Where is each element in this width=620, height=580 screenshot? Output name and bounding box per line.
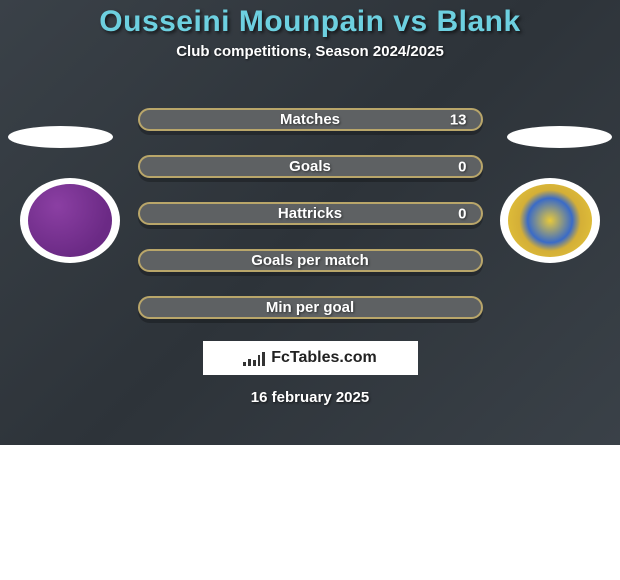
player-left-placeholder [8,126,113,148]
stat-row: Hattricks 0 [138,202,483,225]
stat-label: Hattricks [278,205,342,222]
brand-text: FcTables.com [271,349,377,367]
stat-row: Min per goal [138,296,483,319]
brand-badge: FcTables.com [203,341,418,375]
stats-container: Matches 13 Goals 0 Hattricks 0 Goals per… [138,108,483,319]
stat-value-right: 0 [458,158,466,175]
stat-row: Goals 0 [138,155,483,178]
stat-label: Min per goal [266,299,354,316]
subtitle: Club competitions, Season 2024/2025 [0,43,620,60]
player-right-placeholder [507,126,612,148]
stat-value-right: 0 [458,205,466,222]
club-badge-left [20,178,120,263]
stat-label: Goals [289,158,331,175]
comparison-card: Ousseini Mounpain vs Blank Club competit… [0,0,620,445]
stat-value-right: 13 [450,111,467,128]
stat-row: Matches 13 [138,108,483,131]
date-label: 16 february 2025 [0,389,620,406]
page-title: Ousseini Mounpain vs Blank [0,5,620,39]
stat-row: Goals per match [138,249,483,272]
stat-label: Matches [280,111,340,128]
club-badge-right [500,178,600,263]
chart-icon [243,350,265,366]
stat-label: Goals per match [251,252,369,269]
